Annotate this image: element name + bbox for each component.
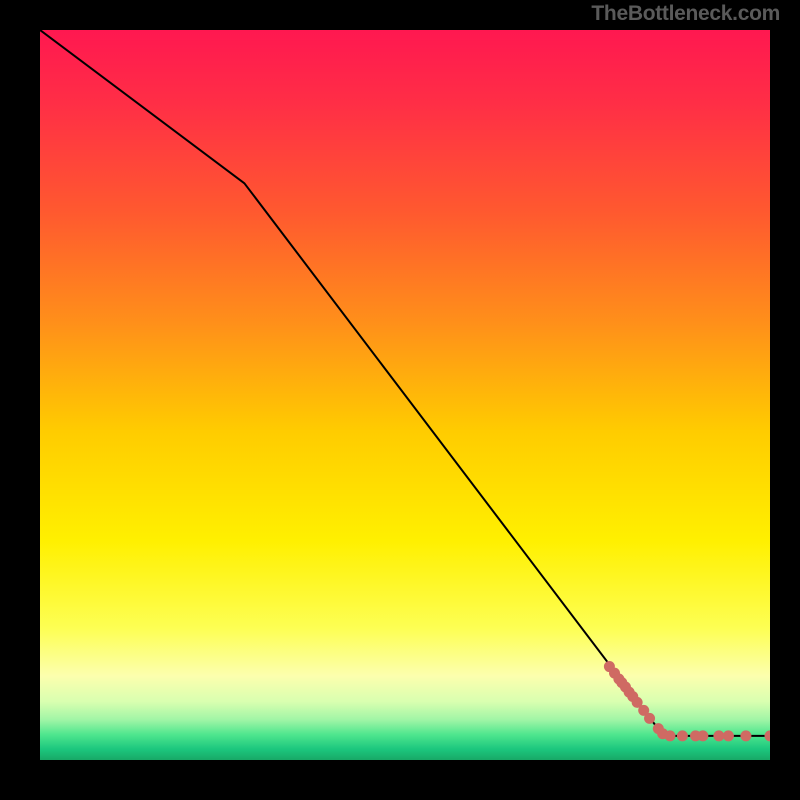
data-marker: [644, 713, 655, 724]
chart-container: TheBottleneck.com: [0, 0, 800, 800]
chart-svg: [40, 30, 770, 760]
data-marker: [697, 730, 708, 741]
data-marker: [677, 730, 688, 741]
data-marker: [740, 730, 751, 741]
data-marker: [723, 730, 734, 741]
data-marker: [713, 730, 724, 741]
watermark-text: TheBottleneck.com: [591, 2, 780, 26]
data-marker: [664, 730, 675, 741]
plot-area: [40, 30, 770, 760]
